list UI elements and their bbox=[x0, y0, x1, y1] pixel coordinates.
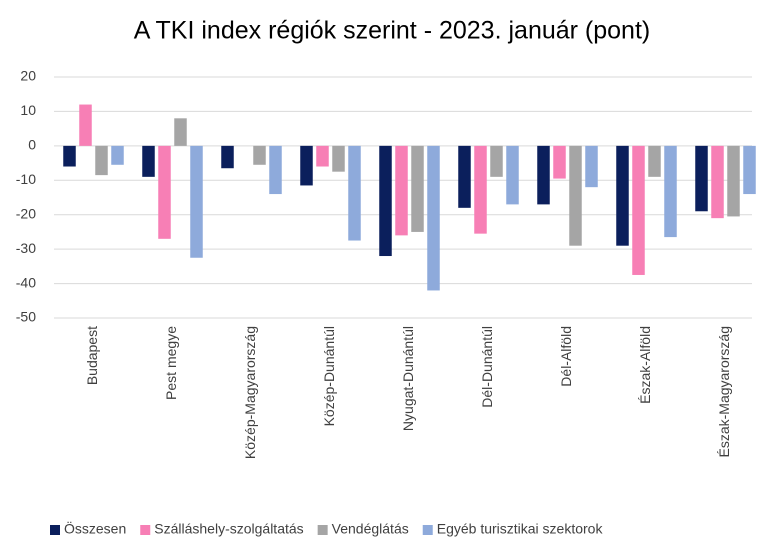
legend-label: Egyéb turisztikai szektorok bbox=[437, 521, 604, 537]
bar bbox=[711, 145, 724, 219]
legend-label: Szálláshely-szolgáltatás bbox=[154, 521, 303, 537]
y-tick-label: -10 bbox=[16, 171, 36, 187]
bar bbox=[727, 145, 740, 217]
bar bbox=[490, 145, 503, 177]
y-tick-label: 20 bbox=[20, 68, 36, 84]
bar bbox=[269, 145, 282, 195]
bar bbox=[458, 145, 471, 208]
bar bbox=[63, 145, 76, 167]
bar bbox=[411, 145, 424, 232]
bar bbox=[111, 145, 124, 165]
legend-swatch bbox=[50, 525, 60, 535]
y-tick-label: -20 bbox=[16, 205, 36, 221]
bar bbox=[348, 145, 361, 241]
legend-label: Összesen bbox=[64, 520, 126, 537]
x-tick-label: Közép-Magyarország bbox=[242, 326, 258, 459]
bar bbox=[695, 145, 708, 212]
bar bbox=[664, 145, 677, 238]
bar bbox=[474, 145, 487, 234]
y-tick-label: 10 bbox=[20, 102, 36, 118]
bar bbox=[537, 145, 550, 205]
x-tick-label: Pest megye bbox=[163, 326, 179, 400]
y-tick-label: -30 bbox=[16, 240, 36, 256]
bar bbox=[569, 145, 582, 246]
legend-swatch bbox=[140, 525, 151, 535]
bar bbox=[95, 145, 108, 176]
legend-swatch bbox=[317, 525, 328, 535]
bar bbox=[585, 145, 598, 188]
y-tick-label: -40 bbox=[16, 274, 36, 290]
bar bbox=[190, 145, 203, 258]
bar bbox=[616, 145, 629, 246]
x-tick-label: Közép-Dunántúl bbox=[321, 326, 337, 426]
bar bbox=[632, 145, 645, 275]
bar bbox=[158, 145, 171, 239]
bar bbox=[79, 104, 92, 146]
x-tick-label: Dél-Dunántúl bbox=[479, 326, 495, 408]
x-tick-label: Budapest bbox=[84, 326, 100, 385]
legend-label: Vendéglátás bbox=[332, 521, 409, 537]
x-tick-label: Nyugat-Dunántúl bbox=[400, 326, 416, 431]
bar bbox=[142, 145, 155, 177]
bar bbox=[379, 145, 392, 257]
bar bbox=[553, 145, 566, 179]
x-tick-label: Észak-Magyarország bbox=[716, 326, 732, 458]
bar bbox=[253, 145, 266, 165]
bar bbox=[221, 145, 234, 169]
bar bbox=[506, 145, 519, 205]
x-tick-label: Dél-Alföld bbox=[558, 326, 574, 387]
bar bbox=[648, 145, 661, 177]
bar bbox=[427, 145, 440, 291]
x-tick-label: Észak-Alföld bbox=[637, 326, 653, 404]
bar bbox=[332, 145, 345, 172]
y-tick-label: 0 bbox=[28, 137, 36, 153]
chart-title: A TKI index régiók szerint - 2023. januá… bbox=[134, 17, 650, 45]
bar bbox=[316, 145, 329, 167]
bar bbox=[300, 145, 313, 186]
bar bbox=[174, 118, 187, 146]
legend-swatch bbox=[422, 525, 433, 535]
bar bbox=[395, 145, 408, 236]
y-tick-label: -50 bbox=[16, 309, 36, 325]
bar bbox=[743, 145, 756, 195]
